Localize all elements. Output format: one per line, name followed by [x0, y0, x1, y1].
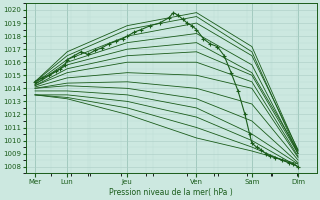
- X-axis label: Pression niveau de la mer( hPa ): Pression niveau de la mer( hPa ): [109, 188, 233, 197]
